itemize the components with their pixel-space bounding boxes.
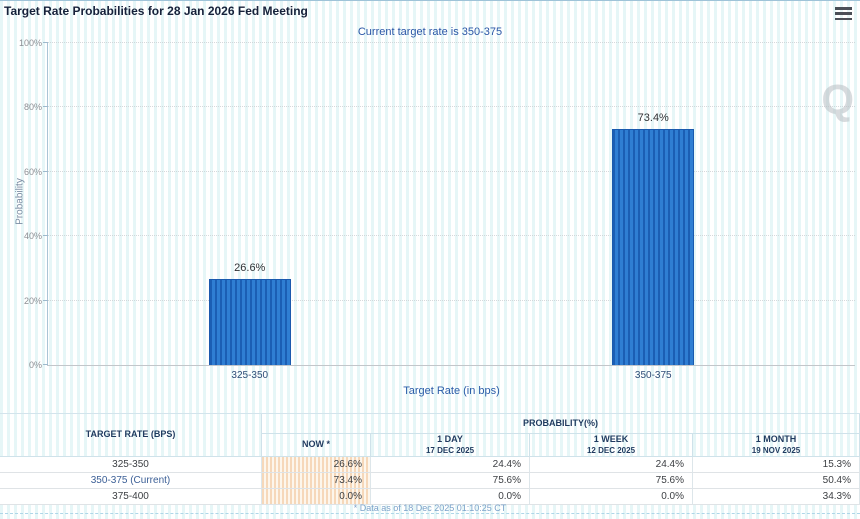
table-cell-1month: 15.3% <box>693 457 860 473</box>
bar-value-label: 73.4% <box>637 111 669 124</box>
col-label: 1 MONTH <box>755 434 797 445</box>
y-tick-mark <box>43 42 48 43</box>
table-header-now: NOW * <box>262 434 371 457</box>
table-header-1week: 1 WEEK 12 DEC 2025 <box>530 434 693 457</box>
y-tick-mark <box>43 364 48 365</box>
hamburger-bar <box>835 7 852 10</box>
y-tick-label: 80% <box>23 102 42 113</box>
gridline <box>48 299 855 301</box>
x-axis-title: Target Rate (in bps) <box>403 385 500 397</box>
y-tick-label: 40% <box>23 231 42 242</box>
chart-plot: Target Rate (in bps) 0% 20% 40% 60% 80% 100% 2… <box>19 38 855 397</box>
col-sub-date: 12 DEC 2025 <box>586 445 636 455</box>
probability-bar-325-350[interactable] <box>208 279 291 365</box>
gridline <box>48 170 855 172</box>
current-rate-subtitle: Current target rate is 350-375 <box>357 26 503 38</box>
probability-chart: Probability Target Rate (in bps) 0% 20% 40… <box>0 36 860 411</box>
probability-bar-350-375[interactable] <box>612 128 695 365</box>
col-label: 1 DAY <box>437 434 463 445</box>
table-header-1day: 1 DAY 17 DEC 2025 <box>371 434 530 457</box>
table-cell-now: 0.0% <box>262 489 371 505</box>
quikstrike-q-watermark: Q <box>821 76 854 123</box>
table-cell-1day: 0.0% <box>371 489 530 505</box>
x-category-label: 325-350 <box>231 370 269 381</box>
gridline <box>48 235 855 237</box>
table-row-rate: 375-400 <box>0 489 262 505</box>
table-header-target-rate: TARGET RATE (BPS) <box>0 414 262 457</box>
table-cell-1day: 24.4% <box>371 457 530 473</box>
y-tick-label: 60% <box>23 166 42 177</box>
probability-table: TARGET RATE (BPS) PROBABILITY(%) NOW * 1… <box>0 413 860 505</box>
table-row-rate: 325-350 <box>0 457 262 473</box>
page-title: Target Rate Probabilities for 28 Jan 202… <box>4 4 308 18</box>
y-tick-mark <box>43 299 48 301</box>
hamburger-menu-icon[interactable] <box>835 7 852 20</box>
data-asof-footnote: * Data as of 18 Dec 2025 01:10:25 CT <box>353 503 507 513</box>
table-header-probability: PROBABILITY(%) <box>262 414 860 434</box>
table-cell-1month: 50.4% <box>693 473 860 489</box>
bottom-divider <box>0 513 860 514</box>
table-cell-1week: 24.4% <box>530 457 693 473</box>
hamburger-bar <box>835 12 852 15</box>
table-cell-1day: 75.6% <box>371 473 530 489</box>
table-cell-1week: 75.6% <box>530 473 693 489</box>
table-cell-now: 26.6% <box>262 457 371 473</box>
table-cell-1week: 0.0% <box>530 489 693 505</box>
y-tick-mark <box>43 170 48 172</box>
col-sub-date: 19 NOV 2025 <box>751 445 801 455</box>
y-tick-label: 0% <box>28 360 42 370</box>
bar-value-label: 26.6% <box>234 262 266 275</box>
y-tick-mark <box>43 106 48 108</box>
y-tick-label: 100% <box>18 38 42 48</box>
table-row-rate-current: 350-375 (Current) <box>0 473 262 489</box>
col-label: NOW * <box>302 439 330 450</box>
col-label: 1 WEEK <box>593 434 629 445</box>
y-tick-mark <box>43 235 48 237</box>
gridline <box>48 42 855 43</box>
table-header-1month: 1 MONTH 19 NOV 2025 <box>693 434 860 457</box>
hamburger-bar <box>835 17 852 20</box>
table-cell-now: 73.4% <box>262 473 371 489</box>
x-category-label: 350-375 <box>634 370 672 381</box>
gridline <box>48 106 855 108</box>
y-tick-label: 20% <box>23 295 42 306</box>
col-sub-date: 17 DEC 2025 <box>425 445 475 455</box>
